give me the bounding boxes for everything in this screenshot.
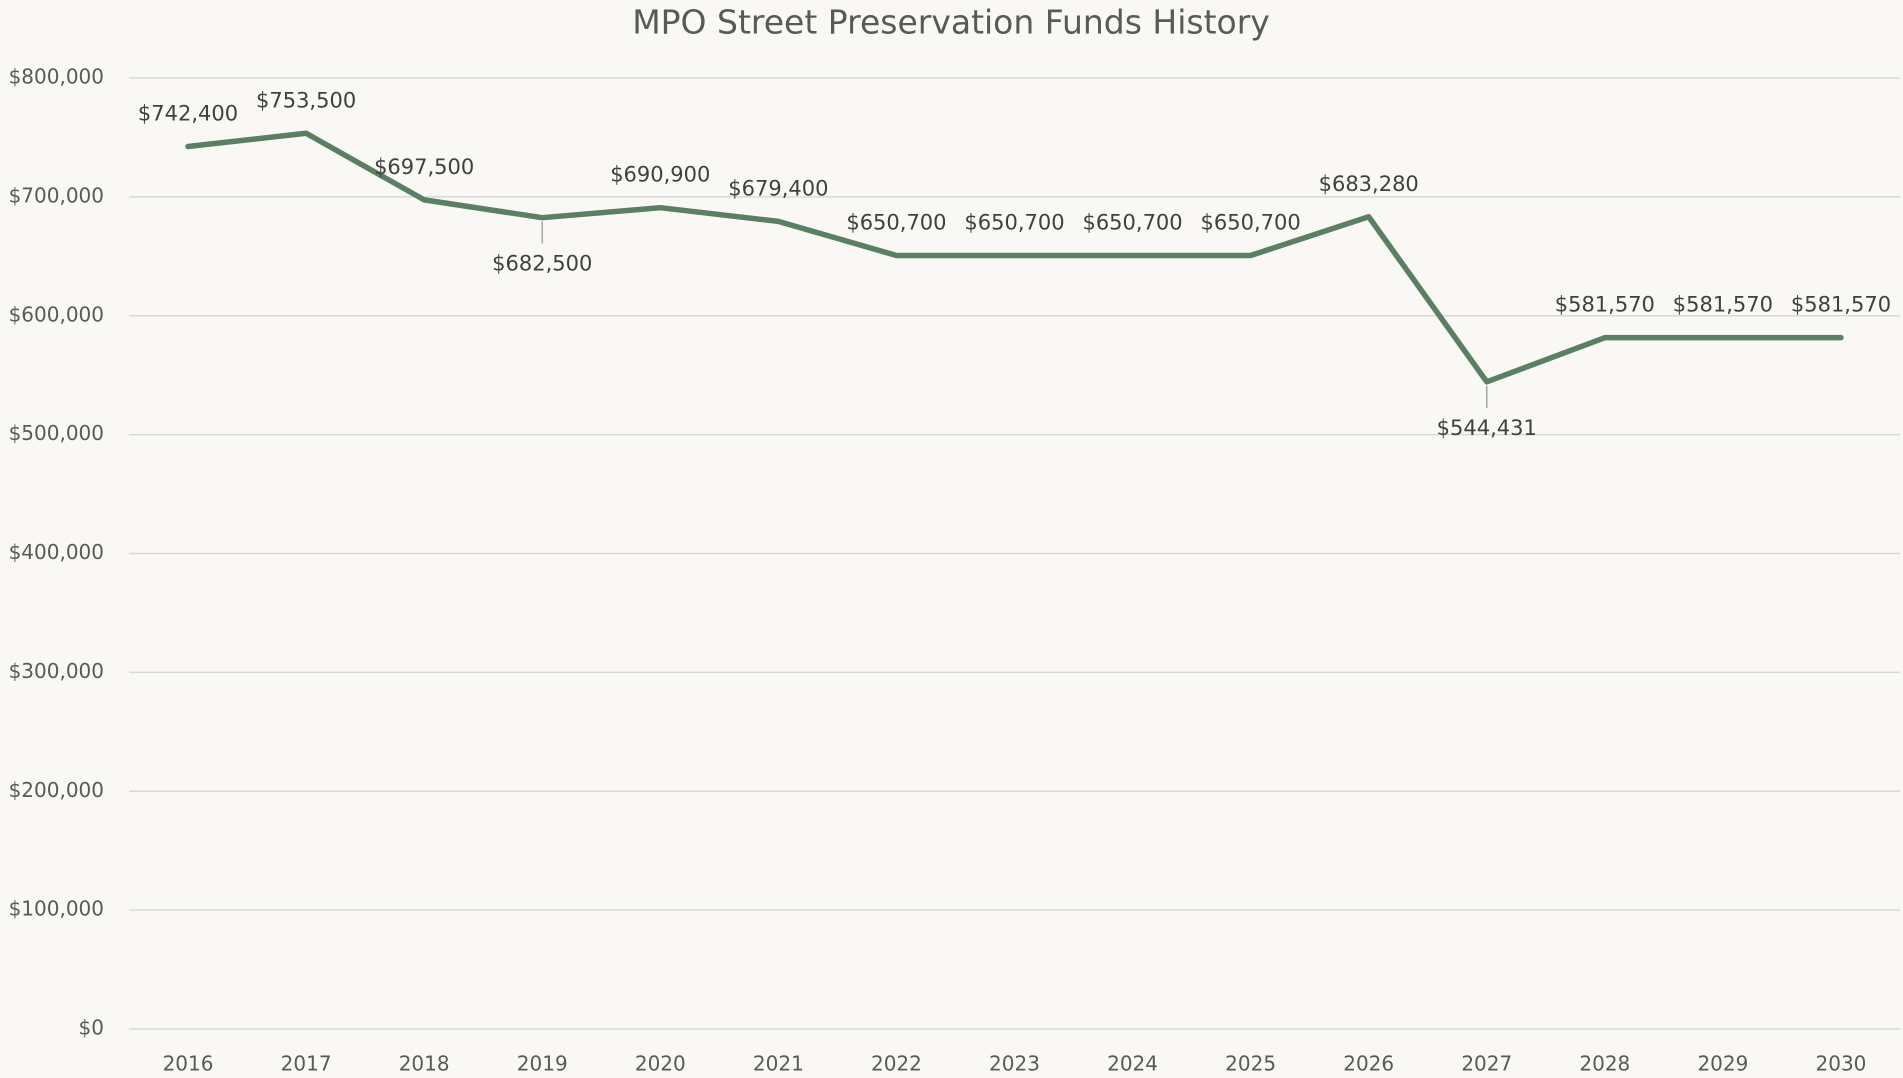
x-tick-label: 2024 xyxy=(1107,1052,1158,1076)
x-tick-label: 2029 xyxy=(1697,1052,1748,1076)
data-label: $650,700 xyxy=(846,210,946,234)
data-label: $581,570 xyxy=(1673,293,1773,317)
data-label: $650,700 xyxy=(1201,210,1301,234)
y-tick-label: $700,000 xyxy=(9,183,104,207)
x-tick-label: 2019 xyxy=(517,1052,568,1076)
data-label: $679,400 xyxy=(728,176,828,200)
x-tick-label: 2021 xyxy=(753,1052,804,1076)
y-tick-label: $0 xyxy=(79,1016,104,1040)
y-tick-label: $600,000 xyxy=(9,302,104,326)
x-tick-label: 2030 xyxy=(1816,1052,1867,1076)
x-tick-label: 2025 xyxy=(1225,1052,1276,1076)
x-tick-label: 2028 xyxy=(1579,1052,1630,1076)
data-label: $683,280 xyxy=(1319,172,1419,196)
x-tick-label: 2017 xyxy=(281,1052,332,1076)
data-label: $650,700 xyxy=(964,210,1064,234)
series-line xyxy=(185,130,1844,385)
chart-title: MPO Street Preservation Funds History xyxy=(632,3,1270,42)
y-tick-label: $800,000 xyxy=(9,65,104,89)
x-tick-label: 2023 xyxy=(989,1052,1040,1076)
y-tick-label: $400,000 xyxy=(9,540,104,564)
data-label: $581,570 xyxy=(1791,293,1891,317)
data-label: $753,500 xyxy=(256,88,356,112)
data-label: $690,900 xyxy=(610,163,710,187)
x-tick-label: 2016 xyxy=(163,1052,214,1076)
x-tick-label: 2020 xyxy=(635,1052,686,1076)
x-tick-label: 2018 xyxy=(399,1052,450,1076)
y-tick-label: $300,000 xyxy=(9,659,104,683)
x-tick-label: 2022 xyxy=(871,1052,922,1076)
x-tick-label: 2026 xyxy=(1343,1052,1394,1076)
data-label: $682,500 xyxy=(492,252,592,276)
y-tick-label: $200,000 xyxy=(9,778,104,802)
data-label: $742,400 xyxy=(138,101,238,125)
y-tick-label: $100,000 xyxy=(9,897,104,921)
data-label: $650,700 xyxy=(1082,210,1182,234)
data-label: $581,570 xyxy=(1555,293,1655,317)
y-tick-label: $500,000 xyxy=(9,421,104,445)
data-label: $697,500 xyxy=(374,155,474,179)
data-label: $544,431 xyxy=(1437,416,1537,440)
x-tick-label: 2027 xyxy=(1461,1052,1512,1076)
